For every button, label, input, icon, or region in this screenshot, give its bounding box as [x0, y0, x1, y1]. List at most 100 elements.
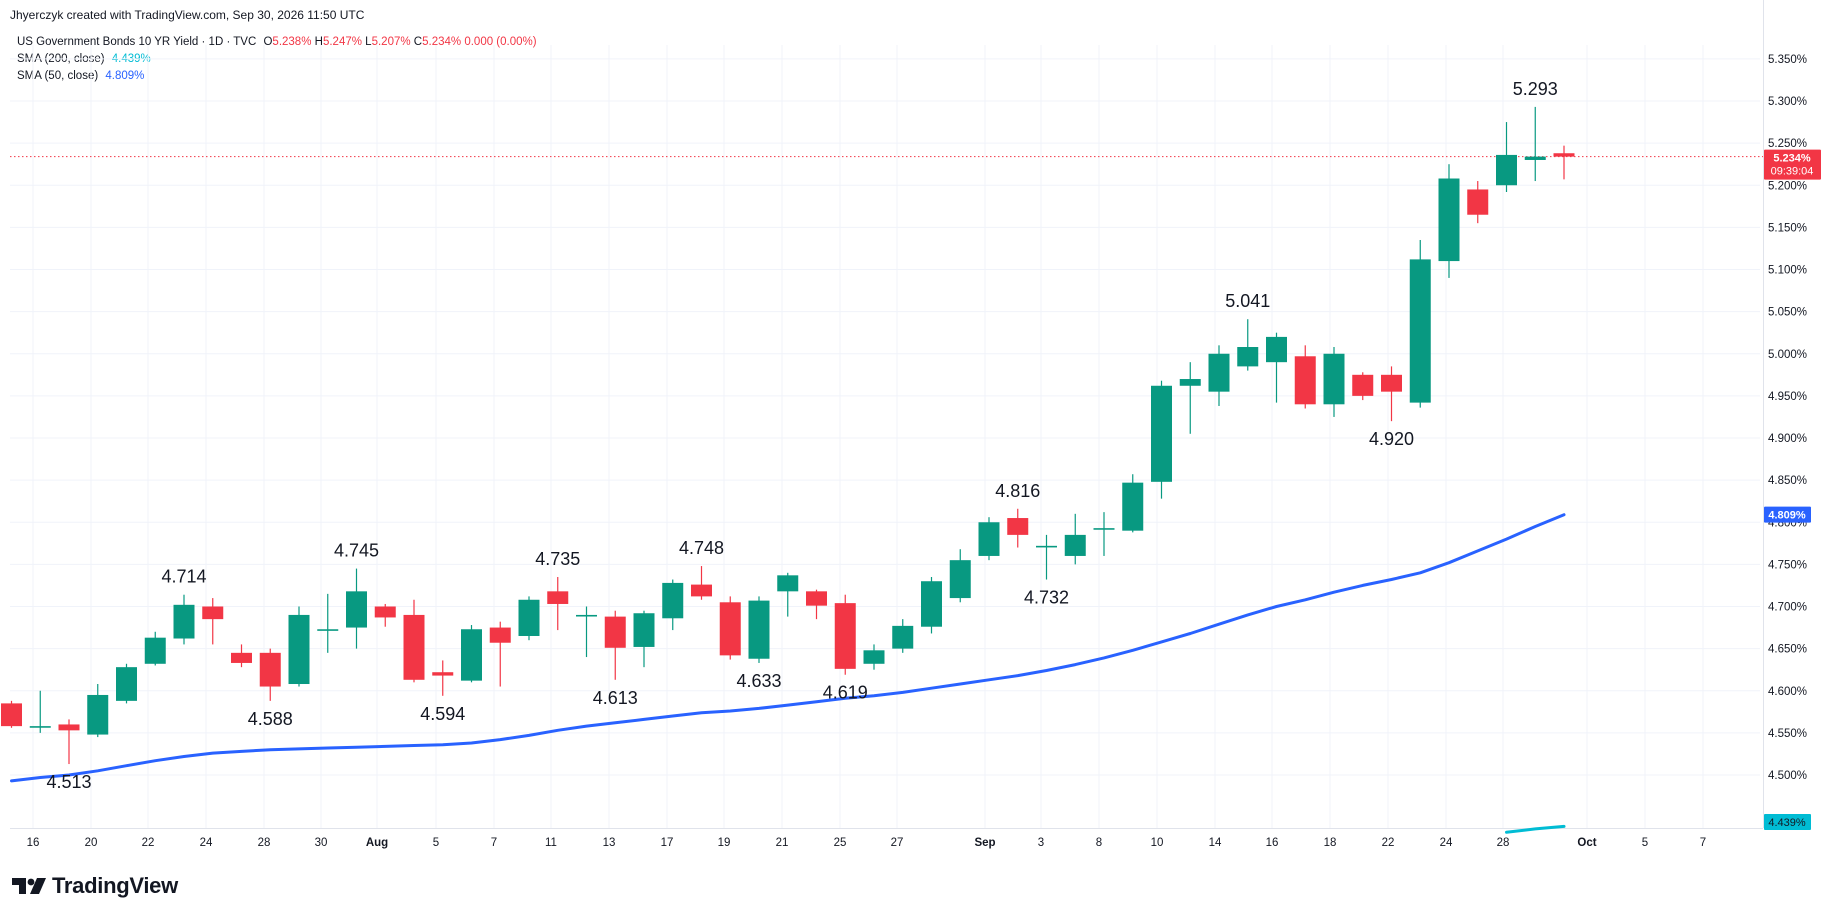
- candle-body: [806, 591, 827, 606]
- price-annotation: 5.041: [1225, 291, 1270, 311]
- y-tick-label: 4.750%: [1768, 559, 1807, 571]
- candle-body: [317, 629, 339, 631]
- candle: [547, 577, 569, 631]
- candle-body: [202, 606, 224, 620]
- ohlc-close-label: C: [413, 36, 423, 48]
- candle-body: [1496, 154, 1517, 186]
- candle-body: [604, 616, 626, 648]
- price-annotation: 4.816: [995, 481, 1040, 501]
- candle-body: [978, 522, 1000, 556]
- legend-sma50-row[interactable]: SMA (50, close) 4.809%: [17, 68, 537, 85]
- candle-body: [1007, 518, 1029, 535]
- candle-body: [461, 629, 482, 681]
- candle: [662, 579, 684, 631]
- candle: [58, 719, 80, 765]
- candle: [1036, 534, 1057, 580]
- candle-body: [1179, 379, 1201, 386]
- candle: [719, 596, 741, 660]
- candle-body: [518, 599, 540, 636]
- legend-symbol-row[interactable]: US Government Bonds 10 YR Yield · 1D · T…: [17, 34, 537, 51]
- candle: [604, 610, 626, 680]
- candle: [144, 631, 166, 666]
- candle: [374, 603, 396, 627]
- y-tick-label: 4.950%: [1768, 391, 1807, 403]
- candle: [1093, 512, 1115, 556]
- candle-body: [834, 603, 856, 669]
- candle: [576, 606, 597, 658]
- x-tick-label: 13: [603, 837, 616, 849]
- y-tick-label: 4.850%: [1768, 475, 1807, 487]
- candle: [1409, 240, 1431, 408]
- sma50-label: SMA (50, close): [17, 70, 99, 82]
- ohlc-close-value: 5.234%: [422, 36, 462, 48]
- price-annotation: 4.732: [1024, 588, 1069, 608]
- candle: [1294, 345, 1316, 409]
- candle: [863, 644, 885, 670]
- candle-body: [1409, 259, 1431, 403]
- candle: [346, 568, 367, 649]
- candle-body: [547, 591, 569, 604]
- tradingview-brand[interactable]: TradingView: [12, 873, 178, 899]
- candle-body: [116, 667, 137, 701]
- last-price-badge: [1764, 149, 1821, 180]
- x-tick-label: 3: [1038, 837, 1044, 849]
- x-tick-label: 18: [1324, 837, 1337, 849]
- candle-body: [173, 604, 195, 639]
- candle-body: [863, 650, 885, 664]
- candle-body: [403, 614, 425, 680]
- x-tick-label: 7: [1700, 837, 1706, 849]
- y-tick-label: 5.300%: [1768, 96, 1807, 108]
- price-annotation: 4.735: [535, 549, 580, 569]
- y-tick-label: 4.600%: [1768, 686, 1807, 698]
- candle-body: [29, 726, 51, 728]
- x-tick-label: 11: [545, 837, 557, 849]
- x-tick-label: 5: [433, 837, 439, 849]
- sma200-layer: [1505, 824, 1566, 834]
- candle: [1438, 164, 1460, 278]
- candle-body: [892, 625, 914, 649]
- candle-body: [346, 591, 367, 628]
- candle: [806, 589, 827, 620]
- time-axis[interactable]: 16 20 22 24 28 30 Aug 5 7 11 13 17 19 21 25 27 Sep 3 8 10 14…: [27, 837, 1707, 849]
- y-tick-label: 5.350%: [1768, 54, 1807, 66]
- candle: [1064, 513, 1086, 565]
- symbol-title: US Government Bonds 10 YR Yield · 1D · T…: [17, 36, 257, 48]
- candle-body: [1323, 353, 1345, 405]
- candle: [259, 648, 281, 701]
- candle: [1179, 362, 1201, 434]
- x-tick-label: 30: [315, 837, 328, 849]
- x-tick-label: 21: [776, 837, 789, 849]
- candle: [403, 599, 425, 683]
- price-axis[interactable]: 4.500% 4.550% 4.600% 4.650% 4.700% 4.750% 4.80…: [1764, 54, 1821, 830]
- ohlc-low-label: L: [365, 36, 372, 48]
- candle-body: [1122, 482, 1144, 531]
- candle-body: [259, 652, 281, 687]
- x-tick-label: 24: [200, 837, 213, 849]
- candle-body: [576, 614, 597, 617]
- candle-body: [1208, 353, 1230, 392]
- candle: [949, 549, 971, 603]
- candle: [633, 610, 655, 668]
- candle-body: [662, 582, 684, 619]
- candle-body: [1036, 545, 1057, 548]
- candle: [29, 690, 51, 733]
- candle: [1122, 474, 1144, 533]
- candle-body: [87, 694, 109, 735]
- candle: [978, 517, 1000, 561]
- x-tick-label: 16: [1266, 837, 1279, 849]
- x-tick-label: 7: [491, 837, 497, 849]
- y-tick-label: 4.900%: [1768, 433, 1807, 445]
- candle-body: [58, 724, 80, 731]
- price-annotation: 4.633: [736, 671, 781, 691]
- candle: [489, 621, 511, 687]
- x-tick-label: 14: [1209, 837, 1222, 849]
- candle: [173, 594, 195, 645]
- countdown-timer: 09:39:04: [1771, 166, 1814, 178]
- candle: [921, 577, 942, 634]
- x-tick-label: 16: [27, 837, 40, 849]
- candle: [1323, 347, 1345, 417]
- x-tick-label: 24: [1440, 837, 1453, 849]
- y-tick-label: 5.000%: [1768, 349, 1807, 361]
- price-annotation: 5.293: [1513, 79, 1558, 99]
